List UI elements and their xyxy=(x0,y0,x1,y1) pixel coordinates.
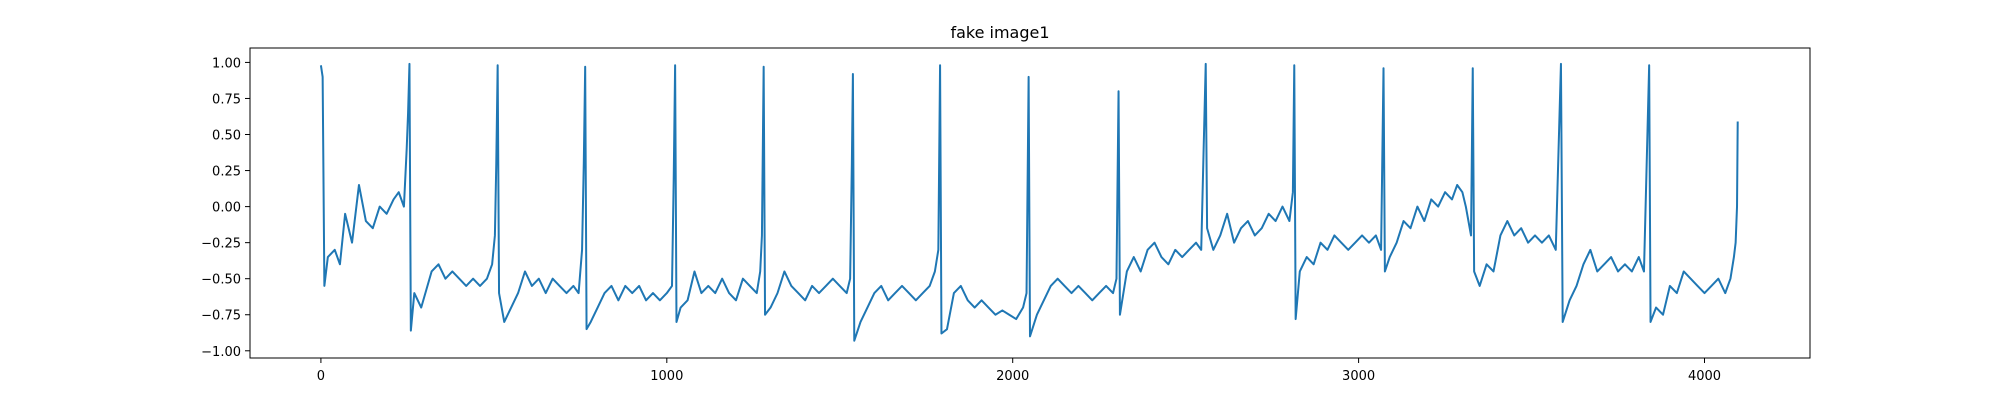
y-tick-label: −0.50 xyxy=(201,273,241,288)
x-tick-label: 3000 xyxy=(1342,369,1375,384)
x-tick-label: 4000 xyxy=(1688,369,1721,384)
plot-area: 0 1000 2000 3000 4000 −1.00 −0.75 −0.50 −0.25 0.0… xyxy=(201,47,1811,384)
x-tick-label: 1000 xyxy=(650,369,683,384)
y-tick-label: 0.75 xyxy=(212,92,241,107)
series-line-0 xyxy=(319,62,1739,342)
x-tick-label: 2000 xyxy=(996,369,1029,384)
y-tick-label: 0.50 xyxy=(212,129,241,144)
y-tick-label: −0.25 xyxy=(201,237,241,252)
y-tick-label: −1.00 xyxy=(201,345,241,360)
y-tick-label: 0.00 xyxy=(212,201,241,216)
y-tick-label: −0.75 xyxy=(201,309,241,324)
chart-title: fake image1 xyxy=(950,23,1049,42)
x-tick-label: 0 xyxy=(317,369,325,384)
y-tick-label: 1.00 xyxy=(212,56,241,71)
y-tick-label: 0.25 xyxy=(212,165,241,180)
axes-frame xyxy=(249,47,1811,359)
